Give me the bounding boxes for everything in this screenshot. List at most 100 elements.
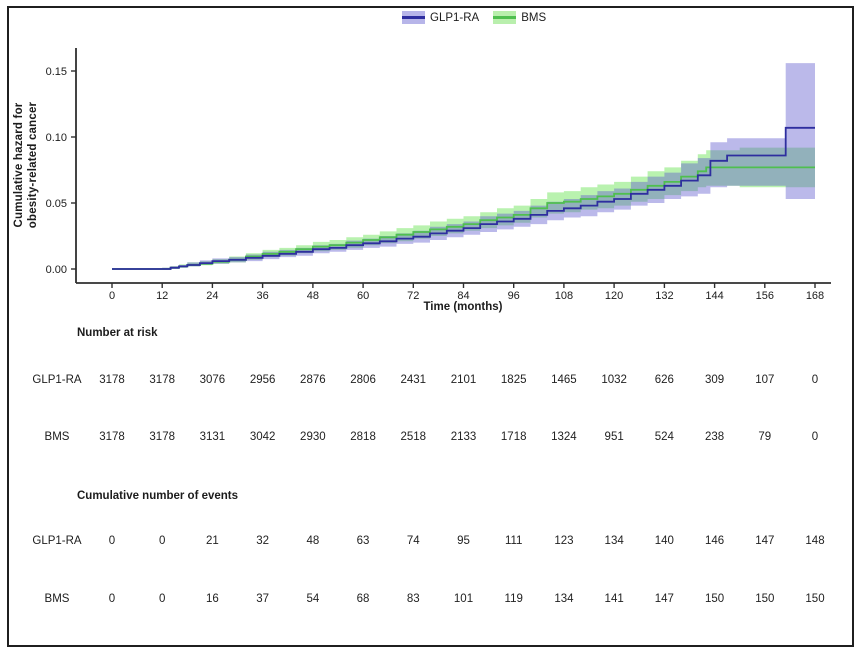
events-cell: 0 <box>159 535 166 547</box>
risk-cell: 2806 <box>350 374 376 386</box>
risk-cell: 2956 <box>249 374 276 386</box>
events-cell: 134 <box>554 593 574 605</box>
events-cell: 0 <box>108 593 116 605</box>
x-tick-label: 168 <box>806 290 824 302</box>
events-cell: 134 <box>604 535 624 547</box>
events-cell: 101 <box>453 593 474 605</box>
x-tick-label: 108 <box>555 290 573 302</box>
events-cell: 83 <box>406 593 420 605</box>
risk-cell: 1324 <box>551 431 577 443</box>
events-cell: 148 <box>805 535 825 547</box>
risk-table-title: Number at risk <box>77 327 158 339</box>
plot-legend: GLP1-RA BMS <box>402 11 554 24</box>
risk-cell: 3131 <box>199 431 226 443</box>
x-tick-label: 120 <box>605 290 623 302</box>
risk-cell: 3178 <box>149 374 175 386</box>
x-tick-label: 72 <box>407 290 419 302</box>
y-axis-label: Cumulative hazard for obesity-related ca… <box>12 45 42 285</box>
x-tick-label: 84 <box>457 290 469 302</box>
risk-cell: 238 <box>704 431 725 443</box>
events-cell: 140 <box>654 535 674 547</box>
legend-item-glp1-ra: GLP1-RA <box>402 11 479 24</box>
risk-cell: 3178 <box>99 431 125 443</box>
events-cell: 0 <box>108 535 116 547</box>
x-axis-label: Time (months) <box>423 301 503 313</box>
events-cell: 150 <box>805 593 825 605</box>
events-cell: 150 <box>755 593 775 605</box>
events-cell: 54 <box>306 593 320 605</box>
events-row-label-glp1-ra: GLP1-RA <box>32 535 82 547</box>
x-tick-label: 12 <box>156 290 168 302</box>
events-cell: 74 <box>406 535 420 547</box>
risk-row-label-bms: BMS <box>44 431 70 443</box>
x-tick-label: 36 <box>256 290 268 302</box>
y-tick-label: 0.05 <box>46 198 67 210</box>
y-axis-label-line1: Cumulative hazard for <box>13 102 25 228</box>
events-cell: 0 <box>159 593 166 605</box>
risk-cell: 3076 <box>199 374 226 386</box>
events-cell: 147 <box>654 593 674 605</box>
events-cell: 146 <box>704 535 725 547</box>
risk-cell: 2133 <box>450 431 477 443</box>
risk-cell: 524 <box>654 431 674 443</box>
risk-cell: 2876 <box>300 374 326 386</box>
risk-cell: 1825 <box>500 374 527 386</box>
events-cell: 141 <box>604 593 624 605</box>
events-cell: 147 <box>755 535 775 547</box>
glp1-ra-hazard-line <box>112 126 815 270</box>
events-cell: 68 <box>356 593 370 605</box>
glp1-ra-line-icon <box>402 16 425 19</box>
x-tick-label: 144 <box>705 290 723 302</box>
events-row-label-bms: BMS <box>44 593 70 605</box>
risk-cell: 1465 <box>551 374 577 386</box>
risk-cell: 3178 <box>149 431 175 443</box>
risk-cell: 2930 <box>300 431 326 443</box>
events-cell: 16 <box>206 593 219 605</box>
risk-cell: 1718 <box>500 431 527 443</box>
events-cell: 123 <box>554 535 574 547</box>
x-tick-label: 132 <box>655 290 673 302</box>
risk-cell: 309 <box>704 374 725 386</box>
y-axis-label-line2: obesity-related cancer <box>27 101 39 229</box>
y-tick-label: 0.10 <box>46 132 67 144</box>
hazard-plot-panel: 0 12 24 36 48 60 72 84 96 108 120 132 144 156 168 0.00 0… <box>46 48 831 302</box>
x-tick-label: 156 <box>756 290 774 302</box>
events-cell: 150 <box>704 593 725 605</box>
events-cell: 21 <box>206 535 219 547</box>
risk-cell: 2431 <box>400 374 427 386</box>
events-cell: 48 <box>306 535 320 547</box>
events-cell: 95 <box>457 535 470 547</box>
bms-band-key-icon <box>493 11 517 24</box>
events-cell: 111 <box>504 535 523 547</box>
glp1-ra-band-key-icon <box>402 11 425 24</box>
events-cell: 37 <box>256 593 270 605</box>
legend-label-bms: BMS <box>521 11 547 24</box>
x-tick-label: 0 <box>109 290 115 302</box>
x-tick-label: 24 <box>206 290 218 302</box>
risk-row-label-glp1-ra: GLP1-RA <box>32 374 82 386</box>
events-cell: 63 <box>356 535 370 547</box>
x-tick-label: 60 <box>357 290 369 302</box>
risk-cell: 3178 <box>99 374 125 386</box>
risk-cell: 1032 <box>601 374 627 386</box>
legend-label-glp1-ra: GLP1-RA <box>430 11 480 24</box>
risk-cell: 0 <box>811 374 819 386</box>
legend-item-bms: BMS <box>493 11 546 24</box>
risk-cell: 626 <box>654 374 674 386</box>
x-tick-label: 48 <box>307 290 319 302</box>
events-cell: 32 <box>256 535 270 547</box>
risk-cell: 951 <box>604 431 624 443</box>
y-tick-label: 0.15 <box>46 66 67 78</box>
bms-line-icon <box>493 16 517 19</box>
risk-cell: 2518 <box>400 431 427 443</box>
events-cell: 119 <box>504 593 523 605</box>
risk-cell: 0 <box>811 431 819 443</box>
risk-cell: 79 <box>758 431 772 443</box>
risk-cell: 2818 <box>350 431 376 443</box>
x-tick-label: 96 <box>508 290 520 302</box>
events-table-title: Cumulative number of events <box>77 490 239 502</box>
risk-cell: 107 <box>755 374 775 386</box>
risk-cell: 2101 <box>450 374 477 386</box>
risk-cell: 3042 <box>249 431 276 443</box>
